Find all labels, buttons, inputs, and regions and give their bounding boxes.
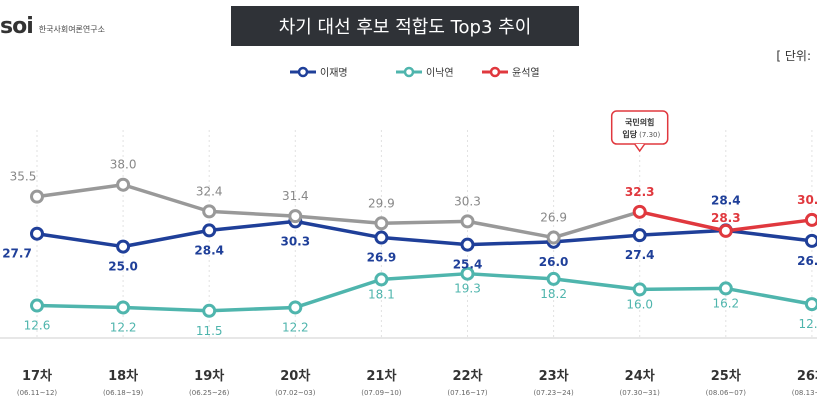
legend-marker xyxy=(403,66,415,78)
data-point-이낙연 xyxy=(546,271,561,286)
data-label-윤석열: 38.0 xyxy=(110,158,137,172)
annotation-box xyxy=(610,110,669,145)
data-label-윤석열: 28.3 xyxy=(711,211,741,225)
data-label-이낙연: 18.1 xyxy=(368,287,395,301)
x-tick-label: 22차 xyxy=(452,368,482,384)
series-line-이낙연 xyxy=(36,271,813,313)
logo-org-name: 한국사회여론연구소 xyxy=(38,25,105,34)
data-point-이낙연 xyxy=(116,300,131,315)
x-tick-label: 24차 xyxy=(625,368,655,384)
data-point-이낙연 xyxy=(202,303,217,318)
data-label-이재명: 27.7 xyxy=(2,247,32,261)
legend-label: 윤석열 xyxy=(512,67,540,79)
data-label-이재명: 30.3 xyxy=(280,234,310,248)
legend-label: 이재명 xyxy=(320,67,348,79)
x-tick-label: 17차 xyxy=(22,368,52,384)
x-tick-date-label: (07.02~03) xyxy=(275,389,316,397)
data-point-윤석열 xyxy=(460,214,475,229)
data-point-이재명 xyxy=(460,237,475,252)
data-point-이낙연 xyxy=(718,281,733,296)
data-label-이재명: 26.2 xyxy=(797,254,817,268)
data-point-이재명 xyxy=(374,230,389,245)
data-point-이낙연 xyxy=(804,297,817,312)
data-label-이낙연: 12.9 xyxy=(799,317,817,331)
data-label-이재명: 25.4 xyxy=(453,258,483,272)
x-tick-label: 20차 xyxy=(280,368,310,384)
data-point-윤석열 xyxy=(288,209,303,224)
data-point-이재명 xyxy=(202,223,217,238)
data-label-이재명: 28.4 xyxy=(711,193,741,207)
data-label-윤석열: 32.3 xyxy=(625,185,655,199)
data-point-윤석열 xyxy=(202,204,217,219)
data-label-이낙연: 19.3 xyxy=(454,282,481,296)
data-point-윤석열 xyxy=(374,216,389,231)
x-tick-date-label: (06.18~19) xyxy=(103,389,144,397)
data-point-이낙연 xyxy=(30,298,44,313)
logo: soi 한국사회여론연구소 xyxy=(0,14,105,39)
legend-label: 이낙연 xyxy=(426,67,454,79)
x-tick-date-label: (08.13~14) xyxy=(792,389,817,397)
logo-mark: soi xyxy=(0,14,34,39)
data-label-윤석열: 32.4 xyxy=(196,184,223,198)
data-label-윤석열: 31.4 xyxy=(282,189,309,203)
data-label-이재명: 27.4 xyxy=(625,248,655,262)
x-tick-label: 26차 xyxy=(797,368,817,384)
x-tick-label: 18차 xyxy=(108,368,138,384)
x-tick-label: 21차 xyxy=(366,368,396,384)
data-point-이재명 xyxy=(632,228,647,243)
data-label-윤석열: 29.9 xyxy=(368,196,395,210)
data-label-이낙연: 12.2 xyxy=(110,320,137,334)
data-point-이재명 xyxy=(116,239,131,254)
unit-label: [ 단위: xyxy=(776,49,811,63)
x-tick-date-label: (07.09~10) xyxy=(361,389,402,397)
data-label-이낙연: 11.5 xyxy=(196,324,223,338)
data-point-이낙연 xyxy=(460,266,475,281)
legend-marker xyxy=(297,66,309,78)
data-label-이낙연: 16.2 xyxy=(712,296,739,310)
data-label-이재명: 26.9 xyxy=(367,251,397,265)
data-point-이낙연 xyxy=(374,272,389,287)
x-tick-date-label: (07.23~24) xyxy=(533,389,574,397)
data-point-이낙연 xyxy=(288,300,303,315)
x-tick-date-label: (07.16~17) xyxy=(447,389,488,397)
data-label-이낙연: 16.0 xyxy=(626,297,653,311)
data-point-윤석열 xyxy=(546,230,561,245)
series-line-윤석열-before xyxy=(36,182,641,240)
x-tick-date-label: (08.06~07) xyxy=(706,389,747,397)
x-tick-date-label: (06.25~26) xyxy=(189,389,230,397)
annotation-text-line2: 입당 xyxy=(622,129,637,139)
x-tick-label: 23차 xyxy=(539,368,569,384)
data-label-이재명: 26.0 xyxy=(539,255,569,269)
data-point-이재명 xyxy=(804,233,817,248)
data-label-이낙연: 12.2 xyxy=(282,320,309,334)
x-tick-label: 25차 xyxy=(711,368,741,384)
data-label-이재명: 28.4 xyxy=(194,243,224,257)
data-point-윤석열 xyxy=(632,204,647,219)
annotation-text-line1: 국민의힘 xyxy=(625,117,654,127)
data-label-윤석열: 26.9 xyxy=(540,211,567,225)
x-tick-date-label: (07.30~31) xyxy=(620,389,661,397)
data-point-윤석열 xyxy=(30,189,44,204)
data-point-윤석열 xyxy=(116,177,131,192)
data-label-이재명: 25.0 xyxy=(108,260,138,274)
data-label-이낙연: 18.2 xyxy=(540,287,567,301)
legend-marker xyxy=(489,66,501,78)
series-line-이재명 xyxy=(36,219,813,249)
data-point-윤석열 xyxy=(804,212,817,227)
data-point-이재명 xyxy=(30,226,44,241)
x-tick-label: 19차 xyxy=(194,368,224,384)
data-point-윤석열 xyxy=(718,223,733,238)
data-label-윤석열: 30.6 xyxy=(797,193,817,207)
data-label-이낙연: 12.6 xyxy=(24,319,51,333)
data-point-이낙연 xyxy=(632,282,647,297)
chart-title: 차기 대선 후보 적합도 Top3 추이 xyxy=(231,6,579,46)
data-label-윤석열: 30.3 xyxy=(454,194,481,208)
x-tick-date-label: (06.11~12) xyxy=(17,389,58,397)
annotation-date: (7.30) xyxy=(639,131,660,139)
annotation-pointer xyxy=(634,143,646,153)
data-label-윤석열: 35.5 xyxy=(10,170,37,184)
